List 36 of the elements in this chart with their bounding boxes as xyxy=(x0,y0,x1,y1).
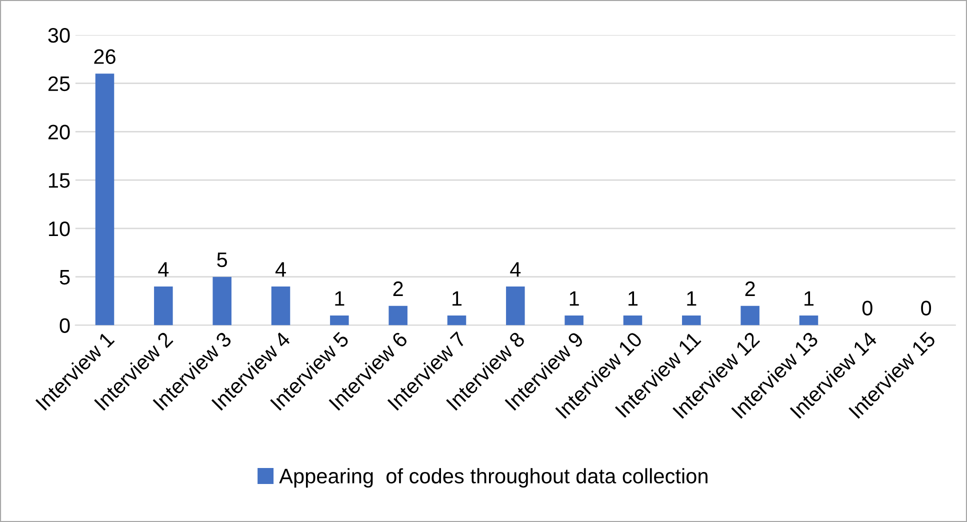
bar xyxy=(564,316,584,326)
data-label: 4 xyxy=(158,262,169,277)
y-tick-label: 25 xyxy=(48,76,70,92)
data-label: 1 xyxy=(687,291,696,306)
data-label: 0 xyxy=(921,300,932,316)
y-tick-label: 20 xyxy=(48,124,70,140)
data-label: 1 xyxy=(570,291,579,306)
bar xyxy=(330,316,349,326)
data-label: 1 xyxy=(628,291,638,306)
y-tick-label: 0 xyxy=(60,318,70,333)
data-label: 2 xyxy=(393,281,403,296)
bar xyxy=(154,286,173,326)
data-label: 1 xyxy=(804,291,814,306)
bar xyxy=(682,316,701,326)
bar xyxy=(740,306,760,326)
bar xyxy=(388,306,408,326)
bar xyxy=(271,286,290,326)
data-label: 1 xyxy=(335,291,344,306)
bar xyxy=(623,316,642,326)
data-label: 26 xyxy=(94,49,116,64)
legend-label: Appearing of codes throughout data collection xyxy=(279,468,708,488)
y-tick-label: 5 xyxy=(60,270,70,285)
data-label: 2 xyxy=(745,281,755,296)
bar xyxy=(95,74,114,326)
bar xyxy=(799,316,818,326)
data-label: 5 xyxy=(217,252,228,268)
data-label: 1 xyxy=(452,291,462,306)
bar xyxy=(212,276,232,326)
data-label: 4 xyxy=(510,262,521,277)
data-label: 4 xyxy=(275,262,286,277)
bar xyxy=(447,316,466,326)
data-label: 0 xyxy=(862,300,872,316)
y-tick-label: 30 xyxy=(48,28,70,43)
y-tick-label: 15 xyxy=(48,173,70,188)
y-tick-label: 10 xyxy=(48,221,70,236)
bar xyxy=(506,286,525,326)
